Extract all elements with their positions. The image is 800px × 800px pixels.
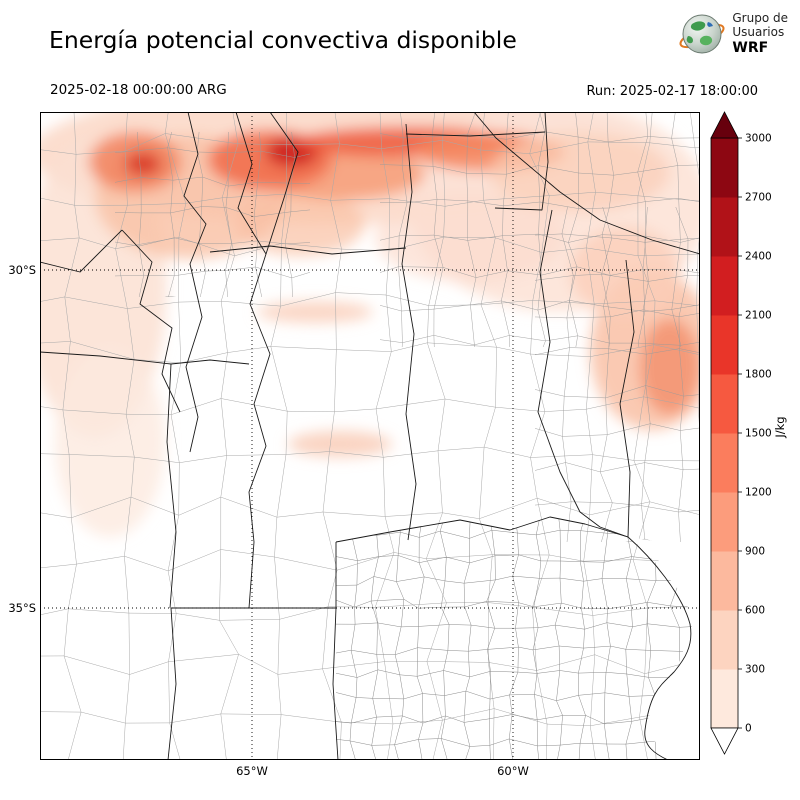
lon-tick-60w: 60°W	[483, 764, 543, 778]
colorbar-tick-1200: 1200	[745, 487, 772, 499]
logo-text: Grupo de Usuarios WRF	[732, 12, 788, 56]
run-time-label: Run: 2025-02-17 18:00:00	[586, 84, 758, 99]
globe-icon	[678, 10, 726, 58]
valid-time-label: 2025-02-18 00:00:00 ARG	[50, 82, 227, 98]
page-title: Energía potencial convectiva disponible	[49, 26, 517, 54]
colorbar-unit-label: J/kg	[773, 405, 787, 449]
logo-wrf: WRF	[732, 40, 788, 56]
lat-tick-30s: 30°S	[0, 263, 36, 277]
colorbar-tick-600: 600	[745, 605, 765, 617]
logo-line2: Usuarios	[732, 26, 788, 40]
wrf-logo: Grupo de Usuarios WRF	[678, 10, 788, 58]
logo-line1: Grupo de	[732, 12, 788, 26]
cape-map	[40, 112, 700, 760]
colorbar-tick-900: 900	[745, 546, 765, 558]
colorbar-tick-1500: 1500	[745, 428, 772, 440]
colorbar-tick-2100: 2100	[745, 310, 772, 322]
colorbar-tick-300: 300	[745, 664, 765, 676]
colorbar-tick-2700: 2700	[745, 192, 772, 204]
colorbar-tick-2400: 2400	[745, 251, 772, 263]
colorbar-tick-1800: 1800	[745, 369, 772, 381]
colorbar-tick-3000: 3000	[745, 133, 772, 145]
colorbar-tick-0: 0	[745, 723, 752, 735]
weather-chart-page: Energía potencial convectiva disponible …	[0, 0, 800, 800]
lon-tick-65w: 65°W	[222, 764, 282, 778]
lat-tick-35s: 35°S	[0, 601, 36, 615]
